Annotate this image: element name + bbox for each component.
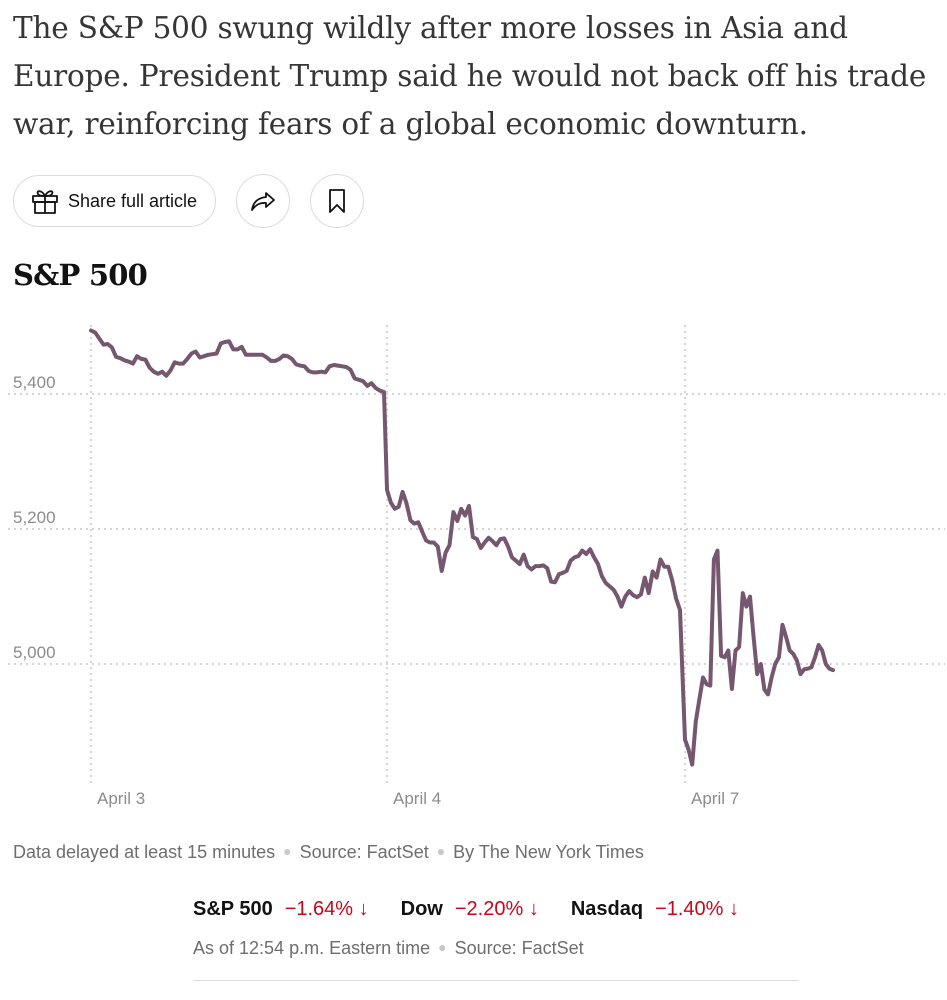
gift-icon [30,186,60,216]
chart-footnote: Data delayed at least 15 minutes ● Source:… [13,842,644,863]
separator-dot: ● [438,939,447,955]
save-bookmark-button[interactable] [310,174,365,228]
ticker-change-nasdaq: −1.40% ↓ [655,898,739,921]
bookmark-icon [322,186,352,216]
ticker-change-dow: −2.20% ↓ [455,898,539,921]
change-value: −2.20% [454,898,524,920]
ticker-name-sp500: S&P 500 [193,898,273,920]
x-tick-label: April 3 [97,789,145,808]
down-arrow-icon: ↓ [358,898,369,920]
ticker-name-dow: Dow [400,898,443,920]
article-actions: Share full article [13,174,365,228]
down-arrow-icon: ↓ [528,898,539,920]
separator-dot: ● [436,843,446,859]
y-tick-label: 5,000 [13,643,56,662]
y-tick-label: 5,400 [13,373,56,392]
ticker-source: Source: FactSet [454,938,584,958]
chart-byline: By The New York Times [453,842,644,862]
article-summary: The S&P 500 swung wildly after more loss… [13,11,927,141]
x-tick-label: April 4 [393,789,441,808]
data-source: Source: FactSet [299,842,429,862]
change-value: −1.40% [655,898,724,920]
as-of-time: As of 12:54 p.m. Eastern time [193,938,431,958]
separator-dot: ● [283,843,292,859]
share-full-article-button[interactable]: Share full article [13,175,217,227]
down-arrow-icon: ↓ [729,898,740,920]
ticker-change-sp500: −1.64% ↓ [285,898,369,921]
ticker-name-nasdaq: Nasdaq [570,898,644,920]
x-tick-label: April 7 [691,789,739,808]
ticker-meta: As of 12:54 p.m. Eastern time ● Source: Fa… [193,938,799,959]
chart-title: S&P 500 [13,258,148,292]
market-ticker: S&P 500 −1.64% ↓ Dow −2.20% ↓ Nasdaq −1.… [193,898,799,981]
data-delay-note: Data delayed at least 15 minutes [13,842,276,862]
y-tick-label: 5,200 [13,508,56,527]
ticker-row: S&P 500 −1.64% ↓ Dow −2.20% ↓ Nasdaq −1.… [193,898,799,928]
share-full-article-label: Share full article [68,190,198,211]
series-line-sp500 [89,328,835,767]
share-button[interactable] [236,174,291,228]
change-value: −1.64% [284,898,354,920]
sp500-line-chart: 5,000 5,200 5,400 April 3 April 4 April 7 [8,325,945,808]
share-arrow-icon [248,186,278,216]
